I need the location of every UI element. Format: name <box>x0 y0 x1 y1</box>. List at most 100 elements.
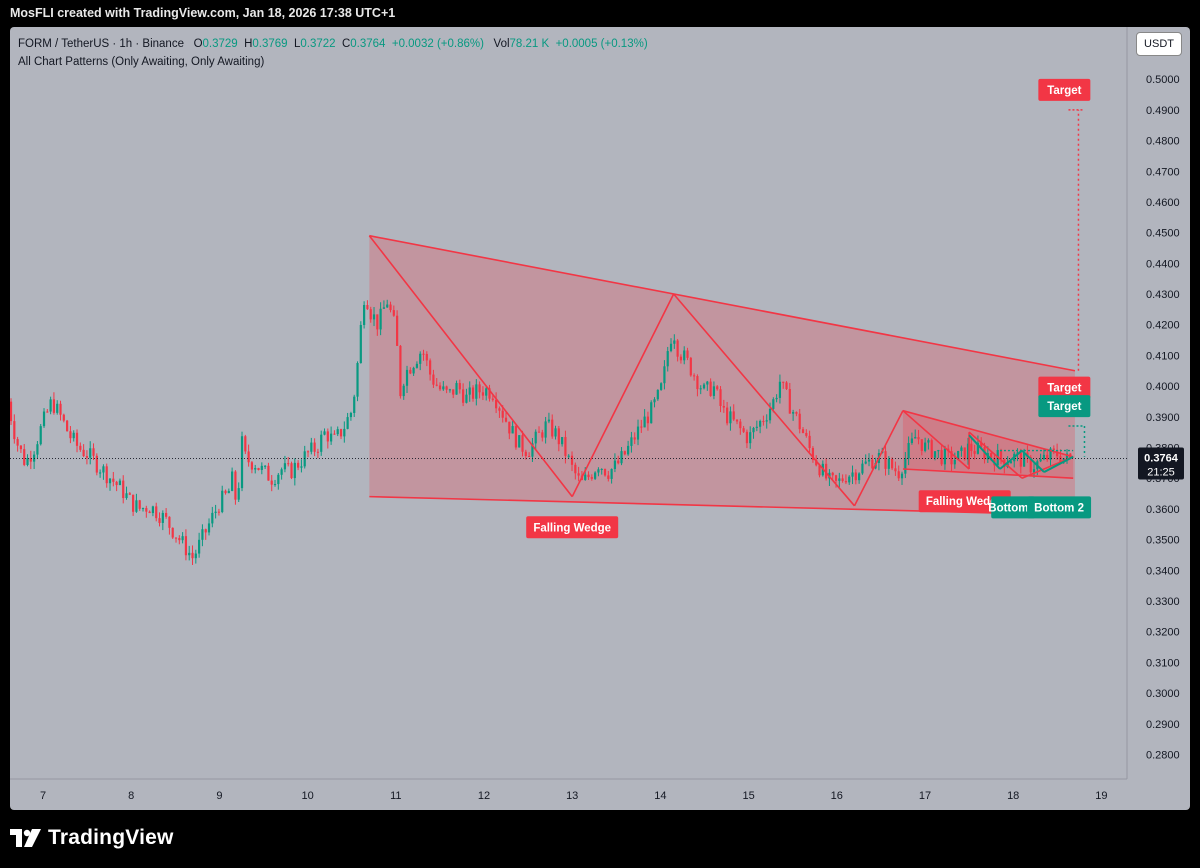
candle-body <box>861 463 864 474</box>
candle-body <box>72 432 75 439</box>
price-tick-label: 0.4800 <box>1146 136 1180 148</box>
tradingview-logo-icon <box>10 829 41 847</box>
wedge-lower-trendline <box>902 468 1074 479</box>
target-label-1-bg[interactable] <box>1038 78 1091 101</box>
candle-body <box>729 411 732 424</box>
falling-wedge-label-2-bg[interactable] <box>918 490 1011 513</box>
candle-body <box>752 427 755 433</box>
price-tick-label: 0.4200 <box>1146 320 1180 332</box>
candle-body <box>178 538 181 541</box>
candle-body <box>128 493 131 495</box>
candle-body <box>412 367 415 374</box>
candle-body <box>815 459 818 466</box>
candle-body <box>224 490 227 494</box>
candle-body <box>273 484 277 486</box>
volume-change: +0.0005 (+0.13%) <box>555 38 648 50</box>
candle-body <box>699 388 702 390</box>
candle-body <box>214 511 217 513</box>
wedge-zigzag-line <box>368 235 573 498</box>
candle-body <box>287 463 290 465</box>
candle-body <box>871 459 874 469</box>
candle-body <box>702 384 706 389</box>
candle-body <box>125 493 128 499</box>
candle-body <box>927 440 930 443</box>
time-tick-label: 16 <box>831 790 843 802</box>
candle-body <box>1059 456 1062 463</box>
candle-body <box>930 440 933 458</box>
candle-body <box>891 459 894 469</box>
candle-body <box>244 436 247 452</box>
target-label-1: Target <box>1047 85 1081 97</box>
candle-body <box>13 421 16 440</box>
bottom-2-label-bg[interactable] <box>1027 496 1092 519</box>
candle-body <box>188 552 191 556</box>
candle-body <box>689 357 692 376</box>
candle-body <box>610 468 613 479</box>
candle-body <box>970 443 973 452</box>
candle-body <box>320 434 323 452</box>
candle-body <box>630 437 633 446</box>
candle-body <box>735 419 739 422</box>
candle-body <box>92 448 95 456</box>
candle-body <box>805 432 808 436</box>
candle-body <box>574 464 577 474</box>
candle-body <box>448 389 452 391</box>
candle-body <box>1009 461 1013 464</box>
indicator-title[interactable]: All Chart Patterns (Only Awaiting, Only … <box>18 56 265 68</box>
candle-body <box>501 410 504 418</box>
candle-body <box>818 465 821 476</box>
candle-body <box>864 461 867 464</box>
candle-body <box>851 472 854 477</box>
open-value: 0.3729 <box>202 38 238 50</box>
candle-body <box>409 369 412 374</box>
bottom-1-label-bg[interactable] <box>991 496 1036 519</box>
candle-body <box>89 448 92 458</box>
candle-body <box>567 455 570 457</box>
wedge-zigzag-line <box>673 293 856 507</box>
tradingview-logo[interactable]: TradingView <box>10 826 174 850</box>
double-bottom-line <box>968 434 1001 470</box>
candle-body <box>726 407 729 424</box>
chart-legend: FORM / TetherUS · 1h · Binance O0.3729 H… <box>18 35 648 71</box>
candle-body <box>884 451 887 469</box>
low-label: L <box>293 38 301 50</box>
candle-body <box>425 353 428 361</box>
price-tick-label: 0.4100 <box>1146 350 1180 362</box>
time-tick-label: 17 <box>919 790 931 802</box>
candle-body <box>300 466 303 468</box>
falling-wedge-label-2: Falling Wedge <box>926 496 1004 508</box>
candle-body <box>1046 454 1049 460</box>
currency-unit-button[interactable]: USDT <box>1136 32 1182 56</box>
candle-body <box>445 386 448 390</box>
falling-wedge-label-1-bg[interactable] <box>526 516 619 539</box>
candle-body <box>557 428 560 445</box>
candle-body <box>356 362 359 397</box>
candle-body <box>504 417 508 422</box>
chart-panel[interactable]: 0.51000.50000.49000.48000.47000.46000.45… <box>10 27 1190 810</box>
candle-body <box>765 420 768 422</box>
candle-body <box>429 360 432 375</box>
candle-body <box>940 450 943 465</box>
candle-body <box>841 478 844 482</box>
candle-body <box>372 314 376 320</box>
target-label-3-bg[interactable] <box>1038 395 1091 418</box>
price-tick-label: 0.4700 <box>1146 166 1180 178</box>
candle-body <box>772 399 775 409</box>
double-bottom-line <box>999 449 1023 470</box>
candle-body <box>524 451 527 457</box>
candle-body <box>168 516 171 528</box>
last-price-badge[interactable] <box>1138 447 1184 480</box>
candle-body <box>897 471 900 479</box>
candle-body <box>442 386 445 390</box>
symbol-title[interactable]: FORM / TetherUS · 1h · Binance <box>18 38 184 50</box>
candlestick-chart[interactable]: 0.51000.50000.49000.48000.47000.46000.45… <box>10 27 1190 810</box>
price-tick-label: 0.4400 <box>1146 258 1180 270</box>
candle-body <box>811 448 815 460</box>
candle-body <box>26 457 29 465</box>
target-label-2-bg[interactable] <box>1038 376 1091 399</box>
time-tick-label: 13 <box>566 790 578 802</box>
price-tick-label: 0.3300 <box>1146 596 1180 608</box>
candle-body <box>1029 457 1032 473</box>
candle-body <box>973 451 976 454</box>
